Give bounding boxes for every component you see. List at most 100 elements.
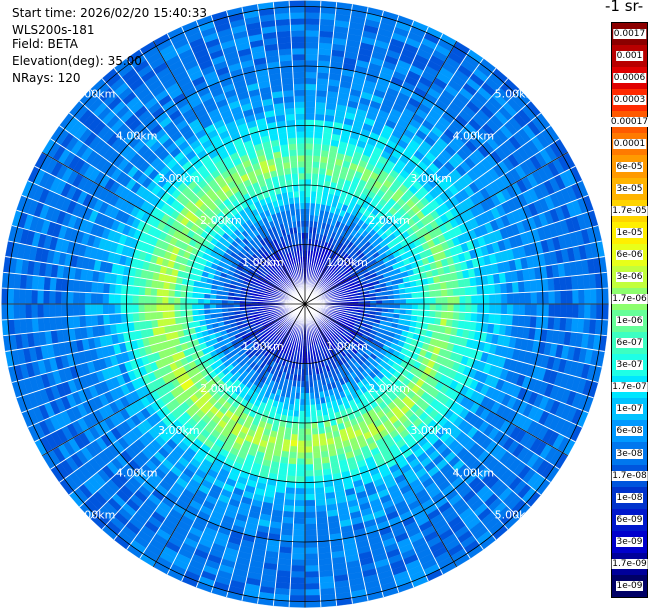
- range-gate-cell: [506, 292, 514, 305]
- range-gate-cell: [316, 72, 330, 80]
- range-gate-cell: [296, 458, 306, 465]
- range-gate-cell: [304, 113, 316, 120]
- range-gate-cell: [304, 559, 319, 566]
- range-gate-cell: [79, 315, 87, 328]
- range-gate-cell: [517, 280, 525, 293]
- range-gate-cell: [126, 294, 133, 305]
- range-gate-cell: [554, 290, 562, 305]
- range-gate-cell: [13, 288, 20, 305]
- range-gate-cell: [312, 457, 322, 465]
- range-gate-cell: [313, 463, 323, 471]
- range-gate-cell: [304, 464, 314, 471]
- range-gate-cell: [291, 428, 299, 435]
- range-gate-cell: [313, 137, 323, 145]
- range-gate-cell: [518, 292, 526, 305]
- range-gate-cell: [209, 303, 217, 310]
- range-gate-cell: [156, 318, 165, 328]
- range-gate-cell: [162, 281, 170, 290]
- range-gate-cell: [523, 315, 531, 328]
- range-gate-cell: [289, 595, 306, 602]
- range-gate-cell: [500, 314, 508, 326]
- range-gate-cell: [49, 303, 56, 318]
- range-gate-cell: [311, 167, 320, 174]
- range-gate-cell: [185, 303, 193, 311]
- range-gate-cell: [96, 314, 104, 326]
- range-gate-cell: [311, 173, 319, 180]
- range-gate-cell: [512, 303, 520, 316]
- range-gate-cell: [458, 311, 466, 321]
- range-gate-cell: [440, 281, 448, 290]
- range-gate-cell: [173, 303, 181, 312]
- range-gate-cell: [313, 131, 324, 139]
- range-gate-cell: [494, 283, 502, 295]
- range-gate-cell: [296, 452, 306, 459]
- range-gate-cell: [316, 528, 330, 536]
- range-gate-cell: [304, 36, 320, 43]
- range-gate-cell: [452, 311, 460, 321]
- range-gate-cell: [311, 428, 319, 435]
- range-gate-cell: [411, 303, 419, 311]
- range-gate-cell: [524, 303, 532, 316]
- range-gate-cell: [289, 583, 306, 590]
- range-gate-cell: [304, 482, 315, 489]
- range-gate-cell: [316, 522, 329, 530]
- range-gate-cell: [304, 523, 317, 531]
- range-gate-cell: [288, 600, 306, 608]
- range-gate-cell: [168, 310, 175, 319]
- range-gate-cell: [295, 470, 306, 477]
- range-gate-cell: [405, 298, 413, 305]
- range-gate-cell: [283, 499, 295, 507]
- range-gate-cell: [72, 303, 80, 317]
- range-gate-cell: [304, 571, 320, 578]
- range-gate-cell: [298, 410, 306, 418]
- range-gate-cell: [304, 12, 321, 19]
- range-gate-cell: [162, 303, 169, 312]
- range-gate-cell: [293, 517, 306, 525]
- range-gate-cell: [90, 314, 99, 327]
- range-gate-cell: [304, 434, 313, 442]
- range-gate-cell: [288, 451, 298, 459]
- range-gate-cell: [435, 289, 442, 298]
- range-gate-cell: [289, 445, 298, 453]
- range-gate-cell: [209, 298, 217, 305]
- range-gate-cell: [411, 297, 419, 305]
- range-gate-cell: [13, 303, 20, 320]
- range-gate-cell: [180, 290, 187, 298]
- range-gate-cell: [417, 309, 424, 317]
- range-gate-cell: [423, 297, 431, 305]
- range-gate-cell: [191, 303, 199, 311]
- range-gate-cell: [291, 422, 299, 429]
- range-gate-cell: [560, 303, 567, 318]
- range-gate-cell: [85, 315, 93, 328]
- range-gate-cell: [447, 296, 454, 305]
- range-gate-cell: [288, 457, 298, 465]
- range-gate-cell: [291, 547, 306, 555]
- range-gate-cell: [304, 404, 311, 412]
- range-gate-cell: [85, 280, 93, 293]
- range-gate-cell: [312, 439, 321, 447]
- range-gate-cell: [459, 303, 466, 313]
- range-gate-cell: [304, 583, 321, 590]
- range-gate-cell: [488, 283, 496, 295]
- range-gate-cell: [90, 281, 99, 294]
- range-gate-cell: [304, 161, 313, 168]
- range-gate-cell: [292, 541, 306, 549]
- range-gate-cell: [162, 318, 170, 327]
- range-gate-cell: [191, 297, 199, 305]
- range-gate-cell: [297, 446, 306, 453]
- range-gate-cell: [315, 95, 327, 103]
- range-gate-cell: [102, 314, 110, 326]
- range-gate-cell: [318, 558, 333, 566]
- range-gate-cell: [304, 65, 318, 73]
- range-gate-cell: [102, 293, 110, 305]
- range-gate-cell: [304, 18, 321, 25]
- range-gate-cell: [180, 310, 187, 318]
- range-gate-cell: [7, 288, 14, 305]
- range-gate-cell: [445, 280, 454, 290]
- range-gate-cell: [517, 315, 525, 328]
- range-gate-cell: [477, 303, 484, 314]
- range-gate-cell: [120, 303, 127, 314]
- range-gate-cell: [304, 131, 315, 138]
- range-gate-cell: [114, 283, 122, 295]
- range-gate-cell: [294, 499, 306, 507]
